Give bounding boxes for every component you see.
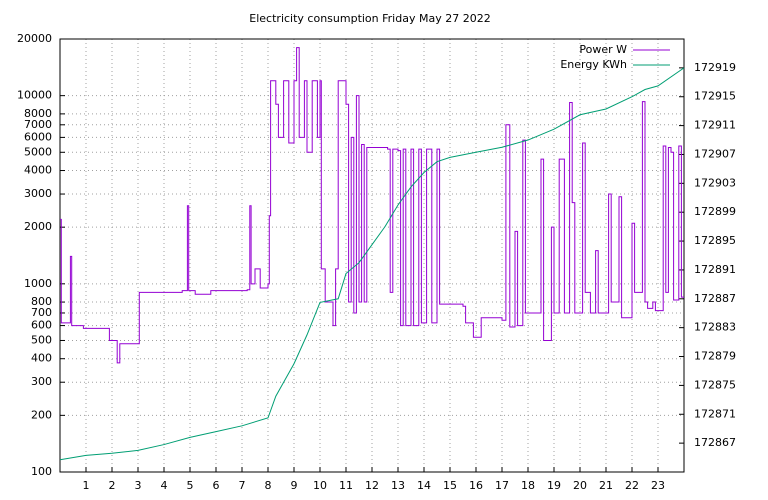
x-tick-label: 12 xyxy=(365,479,379,492)
y-tick-label: 3000 xyxy=(24,187,52,200)
y-tick-label: 300 xyxy=(31,375,52,388)
y2-tick-label: 172915 xyxy=(694,90,736,103)
x-tick-label: 11 xyxy=(339,479,353,492)
series-line xyxy=(60,47,684,364)
y2-tick-label: 172899 xyxy=(694,205,736,218)
y2-tick-label: 172891 xyxy=(694,263,736,276)
y2-tick-label: 172911 xyxy=(694,119,736,132)
y2-tick-label: 172907 xyxy=(694,147,736,160)
x-tick-label: 23 xyxy=(651,479,665,492)
x-tick-label: 7 xyxy=(239,479,246,492)
y-tick-label: 4000 xyxy=(24,164,52,177)
x-tick-label: 20 xyxy=(573,479,587,492)
y-tick-label: 600 xyxy=(31,319,52,332)
legend-label: Power W xyxy=(579,43,627,56)
y-tick-label: 10000 xyxy=(17,89,52,102)
x-tick-label: 22 xyxy=(625,479,639,492)
legend-label: Energy KWh xyxy=(560,58,627,71)
y2-tick-label: 172875 xyxy=(694,378,736,391)
y2-tick-label: 172895 xyxy=(694,234,736,247)
chart-title: Electricity consumption Friday May 27 20… xyxy=(249,12,490,25)
y-tick-label: 400 xyxy=(31,352,52,365)
x-tick-label: 5 xyxy=(187,479,194,492)
y-tick-label: 2000 xyxy=(24,220,52,233)
y-tick-label: 700 xyxy=(31,306,52,319)
y2-tick-label: 172867 xyxy=(694,436,736,449)
x-tick-label: 16 xyxy=(469,479,483,492)
plot-frame xyxy=(59,38,685,473)
y2-tick-label: 172887 xyxy=(694,292,736,305)
x-tick-label: 2 xyxy=(109,479,116,492)
x-tick-label: 4 xyxy=(161,479,168,492)
y-tick-label: 800 xyxy=(31,295,52,308)
y2-tick-label: 172903 xyxy=(694,176,736,189)
x-tick-label: 1 xyxy=(83,479,90,492)
series-line xyxy=(59,67,685,461)
x-tick-label: 8 xyxy=(265,479,272,492)
y-tick-label: 1000 xyxy=(24,277,52,290)
y-tick-label: 5000 xyxy=(24,145,52,158)
y2-tick-label: 172919 xyxy=(694,61,736,74)
y2-tick-label: 172883 xyxy=(694,321,736,334)
x-tick-label: 6 xyxy=(213,479,220,492)
x-tick-label: 14 xyxy=(417,479,431,492)
y-tick-label: 7000 xyxy=(24,118,52,131)
y-tick-label: 100 xyxy=(31,465,52,478)
y2-tick-label: 172871 xyxy=(694,407,736,420)
y-tick-label: 8000 xyxy=(24,107,52,120)
x-tick-label: 17 xyxy=(495,479,509,492)
x-tick-label: 3 xyxy=(135,479,142,492)
x-tick-label: 15 xyxy=(443,479,457,492)
x-tick-label: 19 xyxy=(547,479,561,492)
x-tick-label: 21 xyxy=(599,479,613,492)
y2-tick-label: 172879 xyxy=(694,350,736,363)
y-tick-label: 200 xyxy=(31,408,52,421)
y-tick-label: 20000 xyxy=(17,32,52,45)
y-tick-label: 500 xyxy=(31,333,52,346)
x-tick-label: 9 xyxy=(291,479,298,492)
x-tick-label: 18 xyxy=(521,479,535,492)
x-tick-label: 10 xyxy=(313,479,327,492)
y-tick-label: 6000 xyxy=(24,130,52,143)
x-tick-label: 13 xyxy=(391,479,405,492)
